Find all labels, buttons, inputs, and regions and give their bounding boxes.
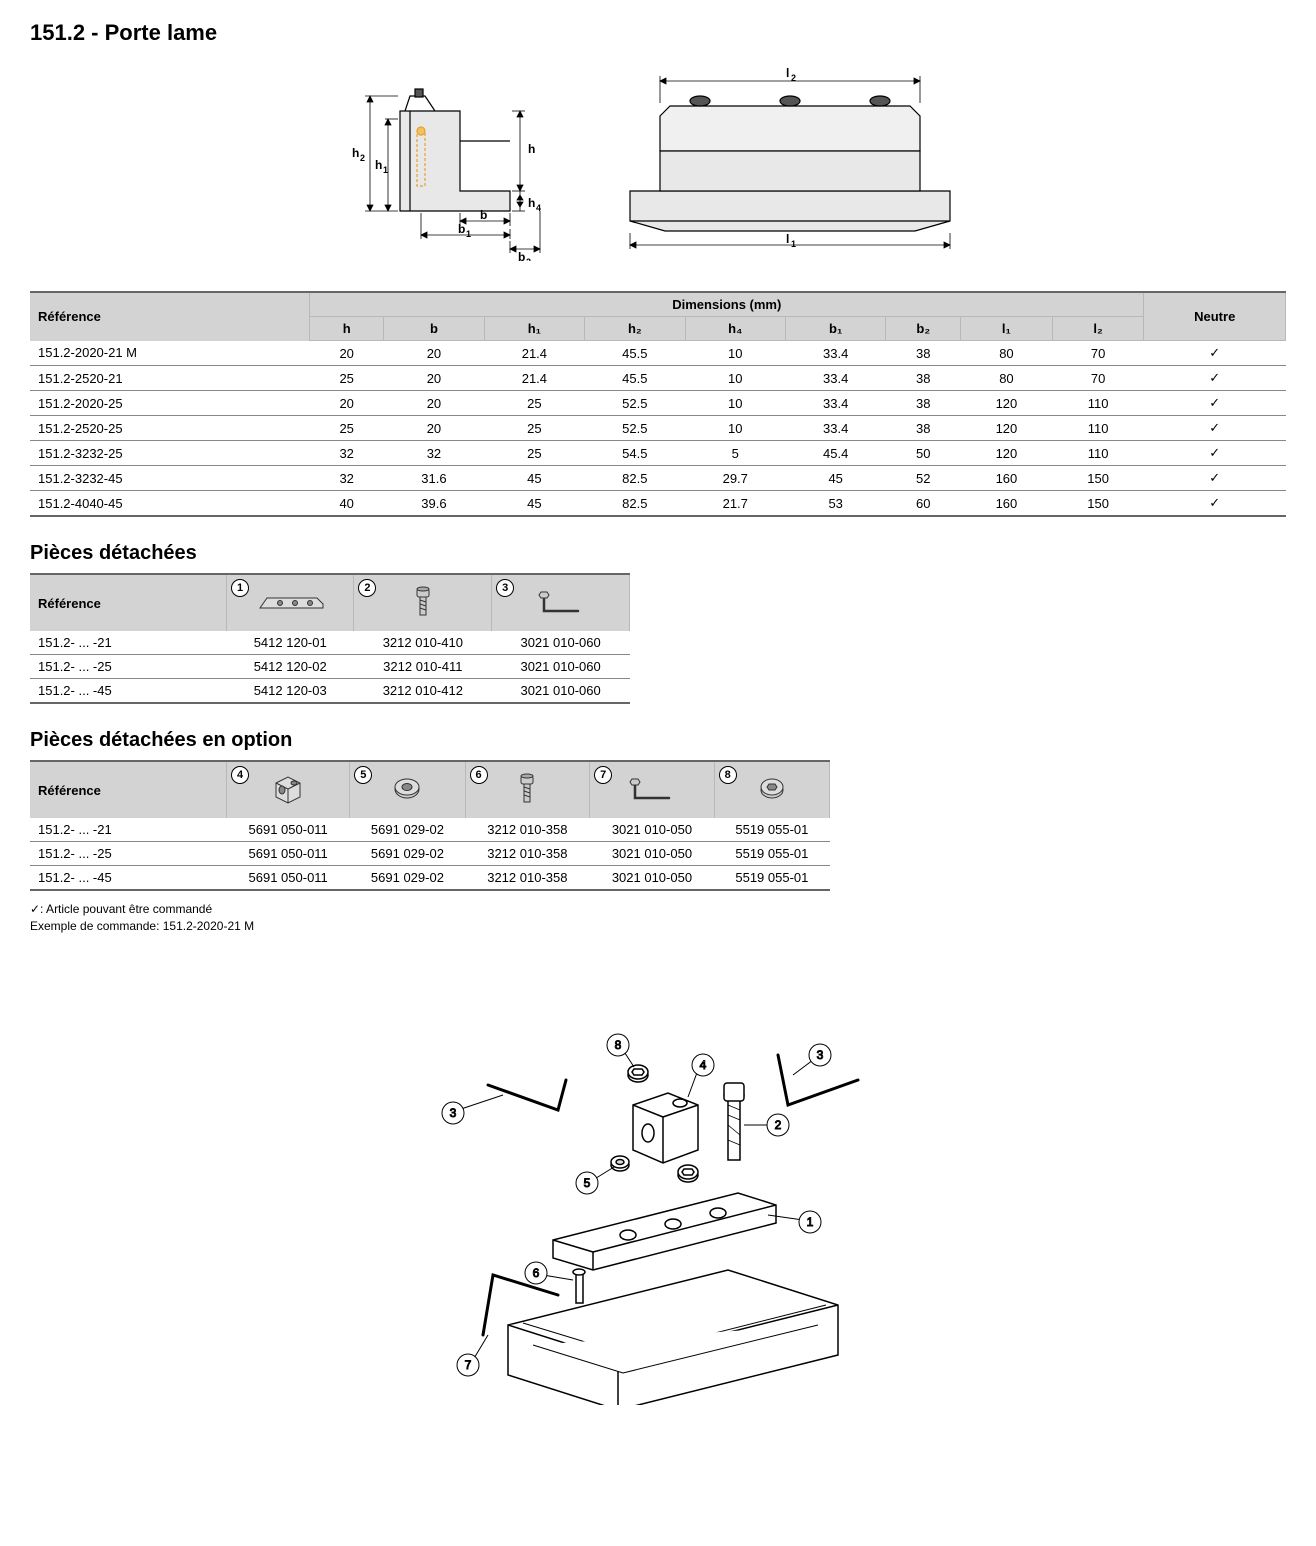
- svg-text:4: 4: [536, 203, 541, 213]
- table-row: 151.2-3232-453231.64582.529.74552160150✓: [30, 466, 1286, 491]
- table-row: 151.2-3232-2532322554.5545.450120110✓: [30, 441, 1286, 466]
- svg-text:3: 3: [817, 1048, 824, 1062]
- block-icon: [270, 773, 306, 805]
- screw-icon: [408, 586, 438, 618]
- col-reference: Référence: [30, 761, 227, 818]
- svg-text:1: 1: [383, 165, 388, 175]
- spare-parts-table: Référence 1 2 3 151.2- ... -215412 120-0…: [30, 573, 630, 704]
- svg-text:7: 7: [465, 1358, 472, 1372]
- exploded-assembly-diagram: 3 8 4 2 3 1 5 6 7: [358, 965, 958, 1408]
- col-reference: Référence: [30, 574, 227, 631]
- svg-text:l: l: [786, 66, 789, 80]
- col-part-5: 5: [350, 761, 465, 818]
- options-heading: Pièces détachées en option: [30, 729, 1286, 752]
- col-part-2: 2: [354, 574, 492, 631]
- optional-parts-table: Référence 4 5 6 7 8 151.2- ... -215: [30, 760, 830, 891]
- table-row: 151.2-2520-2525202552.51033.438120110✓: [30, 416, 1286, 441]
- svg-text:h: h: [528, 196, 535, 210]
- col-part-8: 8: [714, 761, 829, 818]
- svg-text:l: l: [786, 232, 789, 246]
- svg-text:b: b: [480, 208, 487, 222]
- table-row: 151.2-2020-2520202552.51033.438120110✓: [30, 391, 1286, 416]
- svg-text:2: 2: [360, 153, 365, 163]
- svg-text:h: h: [352, 146, 359, 160]
- col-part-4: 4: [227, 761, 350, 818]
- svg-text:1: 1: [466, 229, 471, 239]
- table-row: 151.2- ... -215412 120-013212 010-410302…: [30, 631, 630, 655]
- table-row: 151.2-2020-21 M202021.445.51033.4388070✓: [30, 341, 1286, 366]
- col-reference: Référence: [30, 292, 310, 341]
- footnote: ✓: Article pouvant être commandé Exemple…: [30, 901, 1286, 935]
- table-row: 151.2- ... -255412 120-023212 010-411302…: [30, 655, 630, 679]
- clamp-bar-icon: [255, 590, 325, 614]
- svg-text:3: 3: [450, 1106, 457, 1120]
- svg-text:2: 2: [526, 257, 531, 261]
- svg-text:b: b: [458, 222, 465, 236]
- hex-key-icon: [627, 774, 677, 804]
- svg-text:h: h: [375, 158, 382, 172]
- col-part-7: 7: [590, 761, 715, 818]
- diagram-side-profile: h2 h1 h h4 b b1 b2: [310, 61, 570, 261]
- svg-text:4: 4: [700, 1058, 707, 1072]
- svg-text:6: 6: [533, 1266, 540, 1280]
- table-row: 151.2- ... -455691 050-0115691 029-02321…: [30, 866, 830, 891]
- svg-text:b: b: [518, 250, 525, 261]
- table-row: 151.2-2520-21252021.445.51033.4388070✓: [30, 366, 1286, 391]
- svg-text:8: 8: [615, 1038, 622, 1052]
- col-neutre: Neutre: [1144, 292, 1286, 341]
- screw-icon: [512, 773, 542, 805]
- nut-icon: [391, 775, 423, 803]
- hex-key-icon: [536, 587, 586, 617]
- page-title: 151.2 - Porte lame: [30, 20, 1286, 46]
- col-part-1: 1: [227, 574, 354, 631]
- col-dimensions: Dimensions (mm): [310, 292, 1144, 317]
- table-row: 151.2- ... -255691 050-0115691 029-02321…: [30, 842, 830, 866]
- svg-text:1: 1: [791, 239, 796, 249]
- col-part-3: 3: [492, 574, 630, 631]
- diagram-front-profile: l2 l1: [610, 61, 970, 261]
- svg-text:2: 2: [791, 73, 796, 83]
- table-row: 151.2- ... -215691 050-0115691 029-02321…: [30, 818, 830, 842]
- parts-heading: Pièces détachées: [30, 542, 1286, 565]
- plug-icon: [757, 776, 787, 802]
- svg-text:1: 1: [807, 1215, 814, 1229]
- svg-text:5: 5: [584, 1176, 591, 1190]
- col-part-6: 6: [465, 761, 590, 818]
- dimension-diagrams: h2 h1 h h4 b b1 b2: [310, 61, 1286, 261]
- table-row: 151.2- ... -455412 120-033212 010-412302…: [30, 679, 630, 704]
- svg-text:h: h: [528, 142, 535, 156]
- table-row: 151.2-4040-454039.64582.521.75360160150✓: [30, 491, 1286, 517]
- svg-text:2: 2: [775, 1118, 782, 1132]
- dimensions-table: Référence Dimensions (mm) Neutre h b h₁ …: [30, 291, 1286, 517]
